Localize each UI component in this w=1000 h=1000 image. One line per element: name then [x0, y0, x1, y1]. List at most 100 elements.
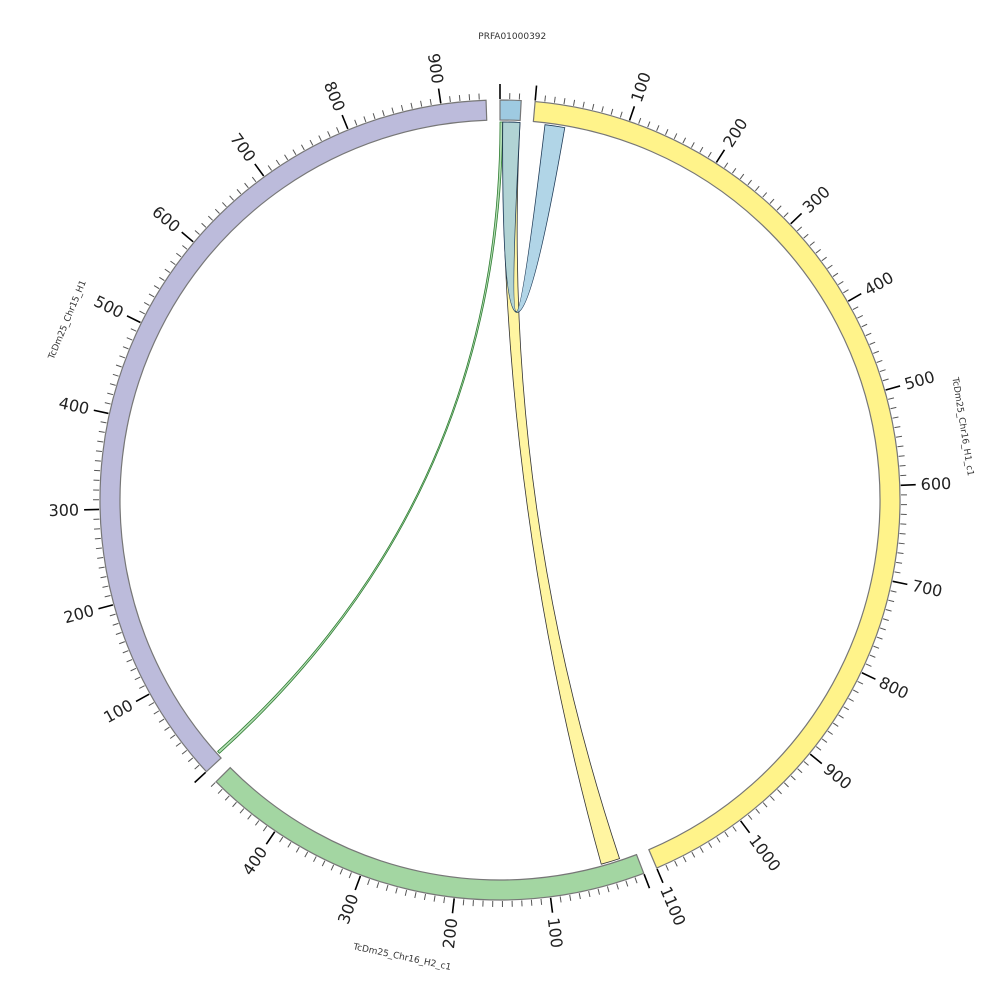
minor-tick	[865, 332, 872, 337]
tick-label: 800	[320, 79, 349, 114]
minor-tick	[732, 826, 737, 832]
link-ribbon[interactable]	[502, 121, 621, 865]
minor-tick	[777, 789, 782, 795]
tick-label: 700	[910, 576, 944, 601]
minor-tick	[569, 894, 572, 901]
minor-tick	[236, 189, 242, 195]
link-ribbon[interactable]	[217, 121, 504, 754]
major-tick	[181, 231, 194, 243]
segment-TcDm25_Chr16_H2_c1[interactable]	[215, 766, 645, 901]
minor-tick	[553, 96, 556, 103]
minor-tick	[267, 165, 272, 171]
major-tick	[885, 385, 901, 391]
link-ribbon[interactable]	[502, 121, 566, 313]
minor-tick	[682, 856, 687, 863]
minor-tick	[100, 421, 107, 424]
minor-tick	[126, 659, 133, 663]
minor-tick	[762, 192, 768, 198]
minor-tick	[95, 450, 102, 453]
minor-tick	[832, 272, 839, 277]
minor-tick	[616, 883, 619, 890]
minor-tick	[606, 886, 610, 893]
minor-tick	[827, 730, 833, 735]
minor-tick	[458, 94, 461, 102]
links-layer	[217, 121, 621, 865]
minor-tick	[755, 185, 760, 192]
minor-tick	[247, 814, 252, 820]
minor-tick	[852, 689, 859, 694]
major-tick	[809, 753, 823, 765]
minor-tick	[894, 426, 901, 429]
minor-tick	[896, 561, 903, 564]
major-tick	[437, 88, 442, 104]
segment-PRFA01000392[interactable]	[499, 99, 522, 122]
minor-tick	[330, 864, 335, 871]
minor-tick	[656, 125, 660, 132]
minor-tick	[382, 110, 385, 117]
minor-tick	[313, 856, 317, 862]
major-tick	[892, 580, 908, 586]
minor-tick	[318, 135, 322, 142]
minor-tick	[94, 537, 101, 540]
tick-label: 900	[424, 52, 447, 85]
minor-tick	[873, 645, 880, 649]
tick-label: 200	[439, 917, 461, 950]
minor-tick	[304, 851, 309, 858]
minor-tick	[803, 761, 809, 766]
minor-tick	[175, 742, 182, 747]
minor-tick	[423, 893, 427, 901]
minor-tick	[309, 139, 314, 146]
minor-tick	[809, 241, 815, 246]
minor-tick	[104, 594, 111, 598]
minor-tick	[865, 663, 872, 667]
minor-tick	[164, 268, 171, 273]
minor-tick	[224, 795, 230, 801]
minor-tick	[724, 162, 729, 168]
minor-tick	[159, 276, 165, 281]
minor-tick	[210, 782, 216, 788]
minor-tick	[339, 868, 343, 875]
minor-tick	[597, 888, 601, 895]
minor-tick	[181, 749, 188, 755]
minor-tick	[899, 533, 906, 535]
minor-tick	[690, 142, 695, 148]
minor-tick	[843, 706, 849, 711]
segment-TcDm25_Chr15_H1[interactable]	[99, 99, 488, 773]
minor-tick	[348, 872, 352, 879]
tick-label: 300	[48, 500, 79, 520]
minor-tick	[287, 841, 292, 848]
major-tick	[254, 163, 265, 177]
minor-tick	[164, 726, 170, 731]
minor-tick	[665, 129, 669, 135]
tick-label: 100	[100, 696, 136, 727]
minor-tick	[815, 248, 821, 254]
minor-tick	[284, 154, 289, 161]
major-tick	[451, 898, 455, 914]
minor-tick	[100, 576, 107, 579]
tick-label: 900	[820, 759, 856, 793]
minor-tick	[217, 788, 223, 794]
minor-tick	[563, 98, 566, 105]
segment-TcDm25_Chr16_H1_c1[interactable]	[532, 100, 901, 869]
major-tick	[126, 315, 141, 324]
major-tick	[656, 868, 664, 884]
minor-tick	[214, 208, 220, 214]
minor-tick	[796, 226, 803, 232]
minor-tick	[176, 252, 182, 258]
minor-tick	[229, 195, 234, 201]
minor-tick	[691, 851, 696, 858]
minor-tick	[98, 430, 105, 433]
minor-tick	[433, 895, 436, 902]
minor-tick	[827, 264, 833, 269]
minor-tick	[255, 820, 260, 826]
major-tick	[549, 897, 554, 913]
major-tick	[534, 85, 538, 101]
segments-layer	[99, 99, 901, 901]
minor-tick	[790, 775, 796, 781]
minor-tick	[776, 205, 782, 211]
minor-tick	[107, 392, 114, 396]
minor-tick	[673, 133, 678, 140]
minor-tick	[207, 215, 213, 221]
tick-label: 100	[544, 916, 567, 949]
